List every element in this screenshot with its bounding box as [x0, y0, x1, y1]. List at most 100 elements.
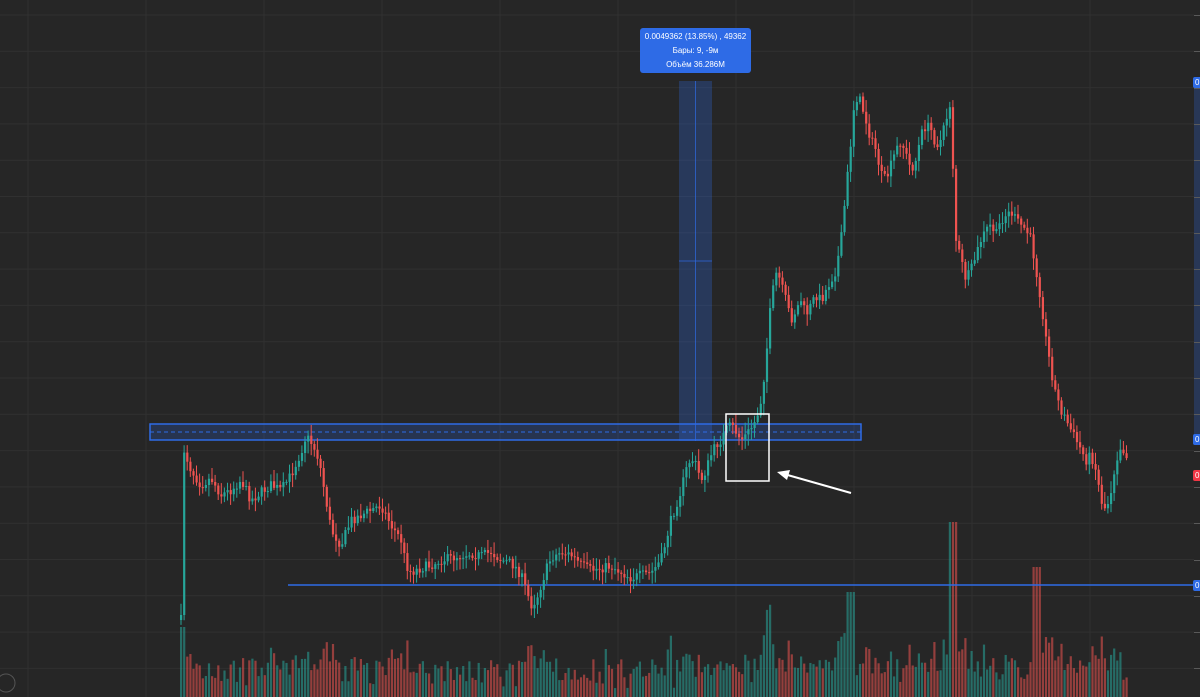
- candle-body: [936, 144, 939, 148]
- volume-bar: [638, 661, 641, 697]
- candle-body: [338, 540, 341, 547]
- candle-body: [821, 294, 824, 301]
- candle-body: [1013, 214, 1017, 216]
- candle-body: [555, 554, 558, 561]
- candle-body: [325, 486, 328, 507]
- candle-body: [232, 488, 235, 495]
- candle-body: [353, 516, 356, 524]
- volume-bar: [579, 677, 583, 697]
- candle-body: [304, 441, 307, 453]
- price-axis-tick: [1194, 124, 1200, 125]
- candle-body: [815, 297, 818, 301]
- candle-body: [837, 255, 840, 277]
- volume-bar: [564, 673, 567, 697]
- volume-bar: [908, 644, 911, 697]
- candle-body: [180, 615, 183, 620]
- candle-body: [1085, 454, 1088, 465]
- candle-body: [235, 488, 238, 490]
- candle-body: [769, 308, 772, 349]
- candle-body: [877, 148, 880, 165]
- candle-body: [424, 561, 428, 572]
- candle-body: [874, 138, 877, 149]
- volume-bar: [335, 659, 338, 697]
- candle-body: [1051, 356, 1054, 381]
- volume-bar: [862, 663, 865, 697]
- candle-body: [214, 481, 217, 486]
- candle-body: [521, 573, 524, 577]
- candle-body: [849, 146, 852, 172]
- volume-bar: [536, 668, 539, 697]
- volume-bar: [328, 661, 331, 697]
- candle-body: [886, 173, 889, 177]
- volume-bar: [192, 668, 195, 697]
- volume-bar: [840, 636, 843, 697]
- volume-bar: [235, 681, 238, 697]
- volume-bar: [607, 665, 610, 697]
- volume-bar: [976, 661, 979, 697]
- candle-body: [945, 118, 948, 126]
- candle-body: [710, 455, 713, 461]
- volume-bar: [725, 663, 728, 697]
- volume-bar: [982, 644, 986, 697]
- candle-body: [378, 506, 381, 509]
- volume-bar: [555, 658, 558, 697]
- volume-bar: [204, 675, 207, 697]
- volume-bar: [220, 680, 223, 697]
- candle-body: [738, 433, 741, 438]
- volume-bar: [914, 666, 917, 697]
- candle-body: [641, 570, 645, 572]
- corner-settings-icon[interactable]: [0, 673, 16, 693]
- volume-bar: [598, 671, 601, 697]
- volume-bar: [917, 653, 920, 697]
- measure-tooltip: 0.0049362 (13.85%) , 49362 Бары: 9, -9м …: [640, 28, 751, 73]
- volume-bar: [446, 661, 449, 697]
- candle-body: [589, 564, 592, 566]
- volume-bar: [502, 686, 505, 697]
- volume-bar: [951, 522, 955, 697]
- volume-bar: [1017, 667, 1020, 697]
- volume-bar: [375, 660, 378, 697]
- volume-bar: [871, 673, 874, 697]
- candlestick-series: [180, 92, 1128, 625]
- volume-bar: [747, 660, 750, 697]
- candle-body: [502, 560, 505, 562]
- candle-body: [1094, 464, 1097, 470]
- price-tag-current: 0: [1193, 470, 1200, 481]
- candle-body: [511, 558, 514, 569]
- candle-body: [775, 272, 778, 286]
- volume-bar: [483, 668, 486, 697]
- price-axis-tick: [1194, 596, 1200, 597]
- candle-body: [397, 530, 400, 535]
- volume-bar: [679, 671, 682, 697]
- candle-body: [238, 481, 242, 489]
- volume-bar: [973, 671, 976, 697]
- retest-highlight-box[interactable]: [725, 413, 770, 482]
- volume-bar: [641, 676, 645, 697]
- volume-bar: [753, 658, 756, 697]
- candle-body: [924, 129, 927, 132]
- candle-body: [607, 563, 610, 569]
- candle-body: [428, 561, 431, 568]
- candle-body: [285, 481, 288, 483]
- volume-bar: [211, 676, 214, 697]
- volume-bar: [508, 663, 511, 697]
- candle-body: [242, 481, 245, 487]
- volume-bar: [936, 670, 939, 697]
- candle-body: [1023, 224, 1026, 228]
- price-axis-tick: [1194, 197, 1200, 198]
- candle-body: [366, 508, 369, 514]
- volume-bar: [384, 675, 387, 697]
- volume-bar: [496, 664, 499, 697]
- candle-body: [533, 604, 536, 609]
- candle-body: [266, 491, 269, 493]
- candle-body: [536, 597, 539, 605]
- volume-bar: [548, 661, 552, 697]
- volume-bar: [1072, 668, 1075, 697]
- volume-bar: [217, 665, 220, 697]
- volume-bar: [874, 657, 877, 697]
- volume-bar: [1032, 567, 1035, 697]
- candle-body: [223, 492, 226, 497]
- volume-bar: [300, 658, 304, 697]
